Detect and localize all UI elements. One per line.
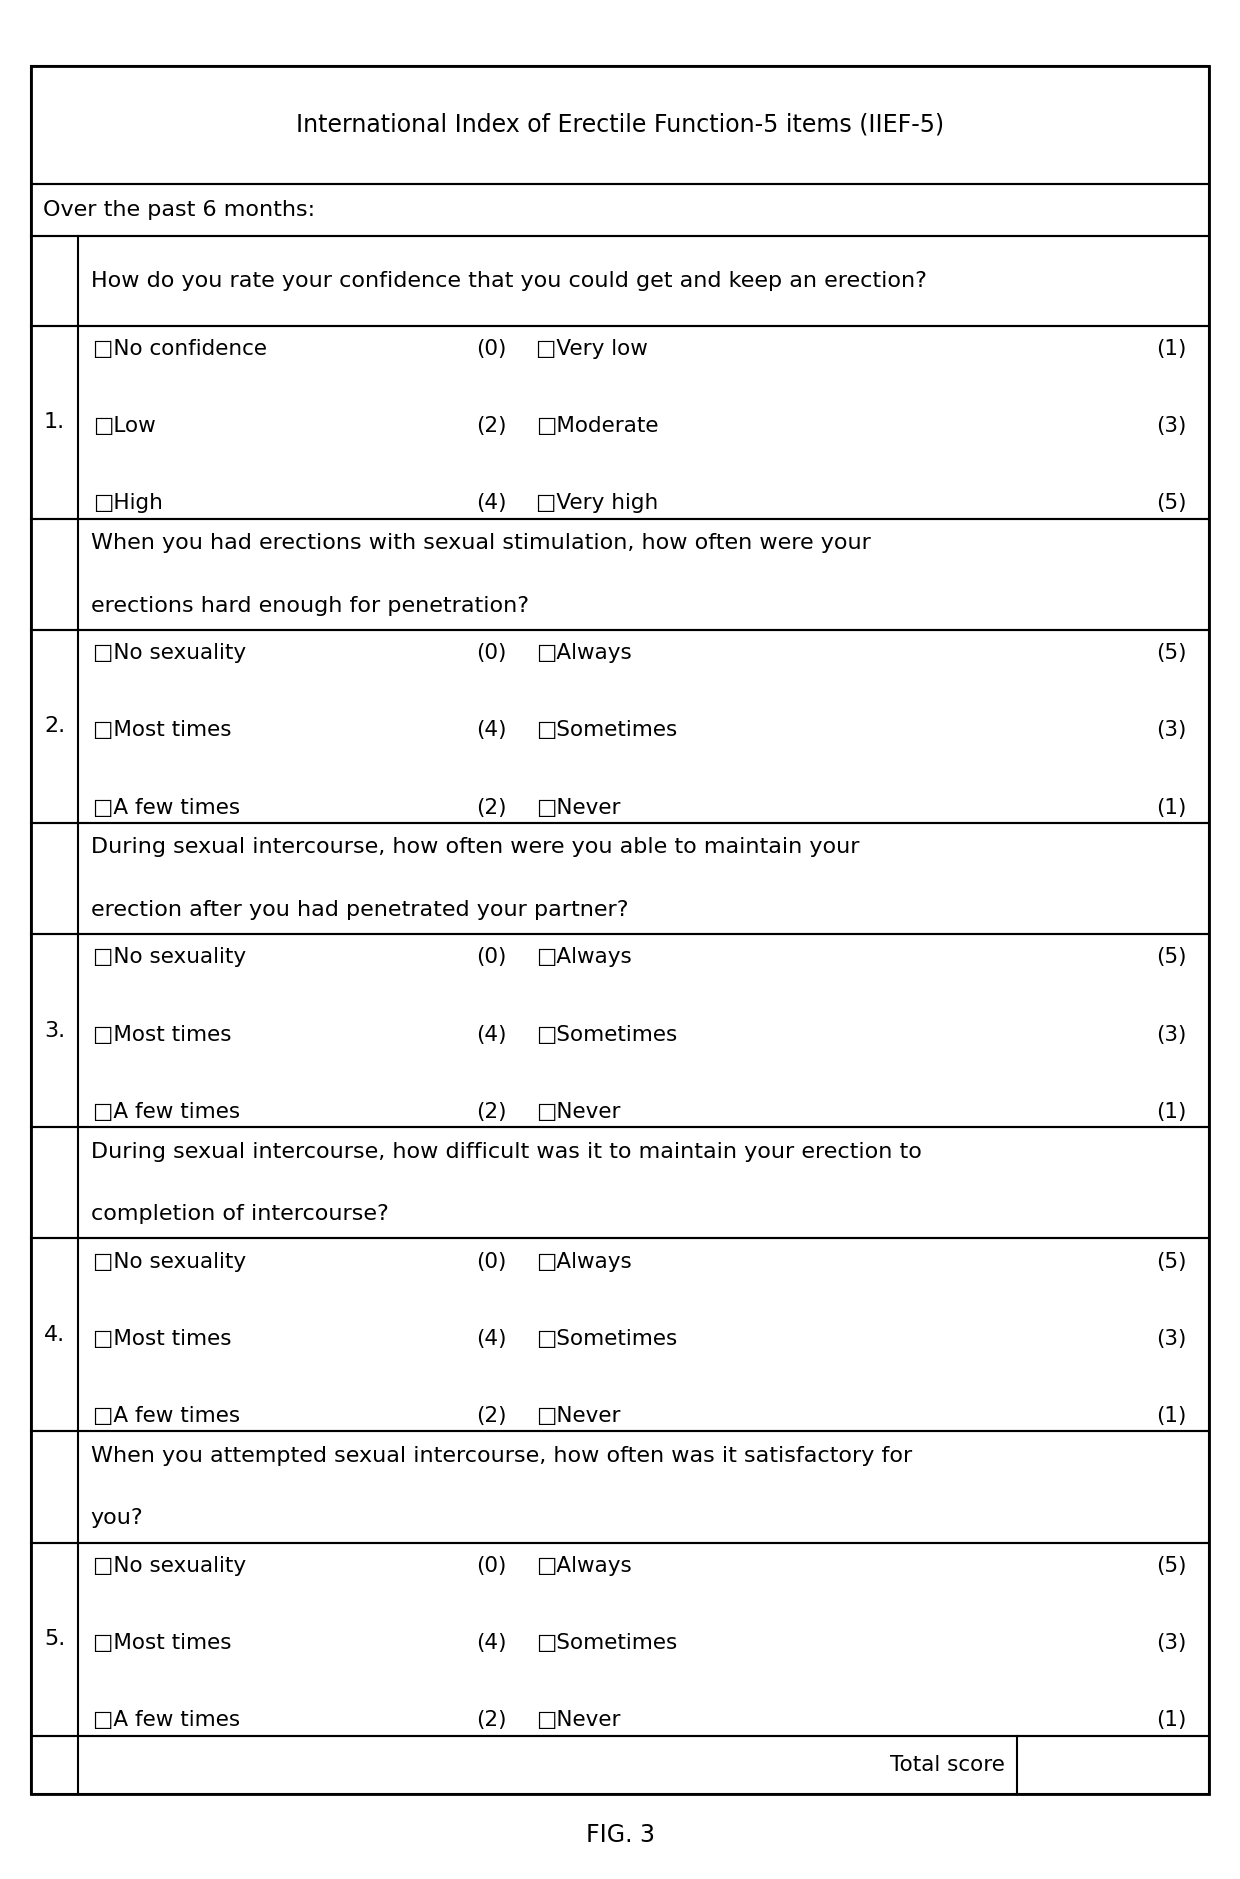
Text: (1): (1) — [1157, 1405, 1187, 1426]
Text: □A few times: □A few times — [93, 797, 241, 817]
Text: (0): (0) — [476, 338, 506, 359]
Text: □Sometimes: □Sometimes — [536, 1024, 677, 1045]
Text: Total score: Total score — [889, 1755, 1004, 1776]
Text: □Always: □Always — [536, 643, 632, 663]
Text: □Sometimes: □Sometimes — [536, 1328, 677, 1349]
Text: □No confidence: □No confidence — [93, 338, 267, 359]
Text: (4): (4) — [476, 494, 506, 513]
Text: (5): (5) — [1156, 1251, 1187, 1272]
Text: □Very high: □Very high — [536, 494, 658, 513]
Text: 3.: 3. — [43, 1020, 66, 1041]
Text: (2): (2) — [476, 1710, 506, 1731]
Text: (4): (4) — [476, 1024, 506, 1045]
Text: □No sexuality: □No sexuality — [93, 1251, 246, 1272]
Bar — [31, 325, 1209, 519]
Text: □Most times: □Most times — [93, 1328, 232, 1349]
Bar — [31, 1543, 1209, 1736]
Text: □A few times: □A few times — [93, 1710, 241, 1731]
Text: (1): (1) — [1157, 1710, 1187, 1731]
Text: □No sexuality: □No sexuality — [93, 1556, 246, 1576]
Text: 4.: 4. — [43, 1325, 66, 1345]
Text: □Sometimes: □Sometimes — [536, 720, 677, 740]
Text: 1.: 1. — [43, 412, 66, 432]
Text: □Never: □Never — [536, 797, 621, 817]
Bar — [31, 1432, 1209, 1543]
Text: erections hard enough for penetration?: erections hard enough for penetration? — [91, 596, 528, 616]
Text: (5): (5) — [1156, 1556, 1187, 1576]
Bar — [31, 1127, 1209, 1238]
Text: (0): (0) — [476, 1251, 506, 1272]
Bar — [31, 934, 1209, 1127]
Text: □A few times: □A few times — [93, 1101, 241, 1122]
Text: (2): (2) — [476, 415, 506, 436]
Text: □A few times: □A few times — [93, 1405, 241, 1426]
Text: you?: you? — [91, 1509, 143, 1528]
Text: □Most times: □Most times — [93, 720, 232, 740]
Text: Over the past 6 months:: Over the past 6 months: — [43, 199, 315, 220]
Text: (4): (4) — [476, 1328, 506, 1349]
Text: □Low: □Low — [93, 415, 156, 436]
Text: erection after you had penetrated your partner?: erection after you had penetrated your p… — [91, 900, 627, 919]
Bar — [31, 237, 1209, 325]
Text: (4): (4) — [476, 1633, 506, 1654]
Text: □Most times: □Most times — [93, 1633, 232, 1654]
Text: □Always: □Always — [536, 1251, 632, 1272]
Text: □Sometimes: □Sometimes — [536, 1633, 677, 1654]
Text: (2): (2) — [476, 797, 506, 817]
Text: □No sexuality: □No sexuality — [93, 947, 246, 968]
Text: (1): (1) — [1157, 338, 1187, 359]
Bar — [31, 823, 1209, 934]
Text: 2.: 2. — [43, 716, 66, 737]
Text: (1): (1) — [1157, 1101, 1187, 1122]
Text: (2): (2) — [476, 1101, 506, 1122]
Bar — [31, 66, 1209, 184]
Text: During sexual intercourse, how difficult was it to maintain your erection to: During sexual intercourse, how difficult… — [91, 1142, 921, 1161]
Text: □High: □High — [93, 494, 162, 513]
Text: When you had erections with sexual stimulation, how often were your: When you had erections with sexual stimu… — [91, 534, 870, 552]
Bar — [31, 519, 1209, 629]
Text: (3): (3) — [1157, 415, 1187, 436]
Text: (0): (0) — [476, 947, 506, 968]
Text: (3): (3) — [1157, 1024, 1187, 1045]
Text: (0): (0) — [476, 643, 506, 663]
Text: (3): (3) — [1157, 1633, 1187, 1654]
Text: completion of intercourse?: completion of intercourse? — [91, 1204, 388, 1223]
Text: □Most times: □Most times — [93, 1024, 232, 1045]
Text: □Never: □Never — [536, 1405, 621, 1426]
Text: □Never: □Never — [536, 1710, 621, 1731]
Text: (0): (0) — [476, 1556, 506, 1576]
Text: (4): (4) — [476, 720, 506, 740]
Text: □Always: □Always — [536, 947, 632, 968]
Text: (5): (5) — [1156, 643, 1187, 663]
Text: During sexual intercourse, how often were you able to maintain your: During sexual intercourse, how often wer… — [91, 838, 859, 857]
Text: (3): (3) — [1157, 720, 1187, 740]
Text: FIG. 3: FIG. 3 — [585, 1823, 655, 1847]
Bar — [31, 1736, 1209, 1794]
Text: When you attempted sexual intercourse, how often was it satisfactory for: When you attempted sexual intercourse, h… — [91, 1445, 911, 1466]
Text: □Very low: □Very low — [536, 338, 649, 359]
Text: (1): (1) — [1157, 797, 1187, 817]
Text: (5): (5) — [1156, 947, 1187, 968]
Text: □No sexuality: □No sexuality — [93, 643, 246, 663]
Bar — [31, 184, 1209, 237]
Text: International Index of Erectile Function-5 items (IIEF-5): International Index of Erectile Function… — [296, 113, 944, 137]
Text: 5.: 5. — [43, 1629, 66, 1650]
Text: □Moderate: □Moderate — [536, 415, 658, 436]
Bar — [31, 629, 1209, 823]
Text: (2): (2) — [476, 1405, 506, 1426]
Text: How do you rate your confidence that you could get and keep an erection?: How do you rate your confidence that you… — [91, 271, 926, 291]
Bar — [31, 1238, 1209, 1432]
Text: □Never: □Never — [536, 1101, 621, 1122]
Text: (5): (5) — [1156, 494, 1187, 513]
Text: (3): (3) — [1157, 1328, 1187, 1349]
Text: □Always: □Always — [536, 1556, 632, 1576]
